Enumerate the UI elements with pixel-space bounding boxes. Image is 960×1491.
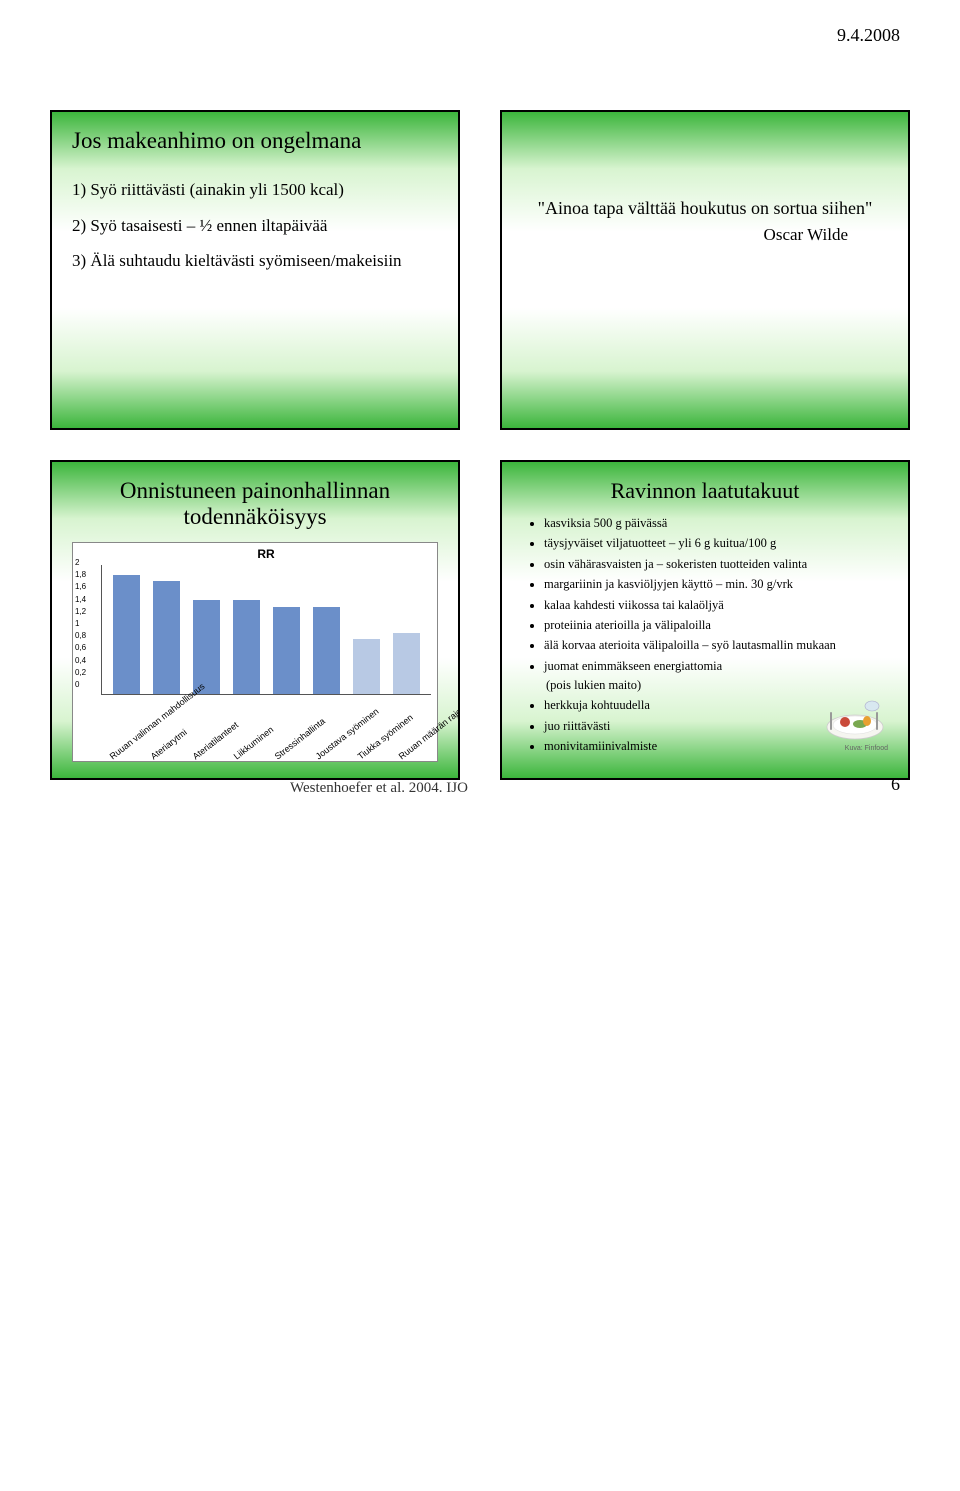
chart-area [101,565,431,695]
chart-bar [353,639,380,694]
y-axis-labels: 2 1,8 1,6 1,4 1,2 1 0,8 0,6 0,4 0,2 0 [75,559,86,689]
list-item-text: juomat enimmäkseen energiattomia [544,659,722,673]
list-item: margariinin ja kasviöljyjen käyttö – min… [544,575,888,594]
chart-bar [273,607,300,694]
list-item: älä korvaa aterioita välipaloilla – syö … [544,636,888,655]
ytick: 2 [75,559,86,567]
chart-bar [193,600,220,694]
quote-attribution: Oscar Wilde [522,225,848,245]
list-item: täysjyväiset viljatuotteet – yli 6 g kui… [544,534,888,553]
chart-bar [233,600,260,694]
chart-bar [313,607,340,694]
chart-bar [113,575,140,694]
food-caption: Kuva: Finfood [845,745,888,752]
list-item: kalaa kahdesti viikossa tai kalaöljyä [544,596,888,615]
ytick: 0,4 [75,657,86,665]
ytick: 1,8 [75,571,86,579]
page-number: 6 [891,774,900,795]
ytick: 0,8 [75,632,86,640]
slide3-title: Onnistuneen painonhallinnan todennäköisy… [72,478,438,530]
list-item: 1) Syö riittävästi (ainakin yli 1500 kca… [72,172,438,208]
ytick: 0,6 [75,644,86,652]
slide1-list: 1) Syö riittävästi (ainakin yli 1500 kca… [72,172,438,279]
ytick: 1,6 [75,583,86,591]
slide-grid: Jos makeanhimo on ongelmana 1) Syö riitt… [50,110,910,780]
ytick: 1,4 [75,596,86,604]
slide-chart: Onnistuneen painonhallinnan todennäköisy… [50,460,460,780]
chart-bar [393,633,420,694]
slide4-title: Ravinnon laatutakuut [522,478,888,504]
ytick: 0,2 [75,669,86,677]
chart-label: RR [101,547,431,561]
slide-ravinnon: Ravinnon laatutakuut kasviksia 500 g päi… [500,460,910,780]
chart-citation: Westenhoefer et al. 2004. IJO [290,780,468,797]
ytick: 1,2 [75,608,86,616]
bar-chart: RR 2 1,8 1,6 1,4 1,2 1 0,8 0,6 0,4 0,2 0… [72,542,438,762]
list-item: osin vähärasvaisten ja – sokeristen tuot… [544,555,888,574]
list-item: 2) Syö tasaisesti – ½ ennen iltapäivää [72,208,438,244]
slide-quote: "Ainoa tapa välttää houkutus on sortua s… [500,110,910,430]
ytick: 1 [75,620,86,628]
slide-makeanhimo: Jos makeanhimo on ongelmana 1) Syö riitt… [50,110,460,430]
page-date: 9.4.2008 [837,25,900,46]
food-plate-icon [820,692,890,742]
ytick: 0 [75,681,86,689]
list-item: kasviksia 500 g päivässä [544,514,888,533]
list-item: 3) Älä suhtaudu kieltävästi syömiseen/ma… [72,243,438,279]
slide1-title: Jos makeanhimo on ongelmana [72,128,438,154]
x-axis-labels: Ruuan valinnan mahdollisuusAteriarytmiAt… [101,697,431,765]
list-item: juomat enimmäkseen energiattomia (pois l… [544,657,888,696]
chart-bar [153,581,180,694]
quote-text: "Ainoa tapa välttää houkutus on sortua s… [522,198,888,219]
list-item: proteiinia aterioilla ja välipaloilla [544,616,888,635]
